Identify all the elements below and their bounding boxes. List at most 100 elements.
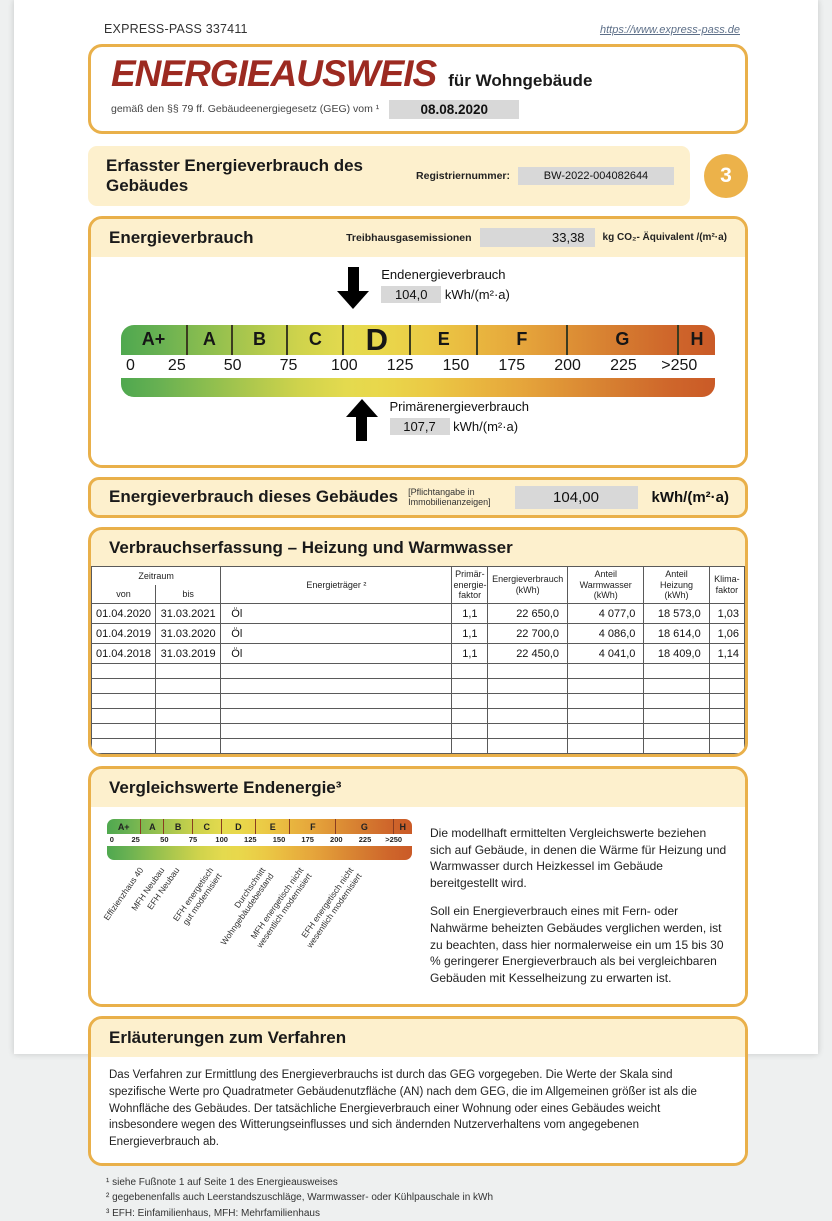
scale-class-C: C [288, 324, 345, 355]
end-energy-unit: kWh/(m²·a) [444, 286, 510, 302]
table-cell: 18 573,0 [643, 603, 710, 625]
col-header-primaerenergiefaktor: Primär- energie- faktor [451, 565, 489, 605]
scale-tick-25: 25 [131, 835, 140, 845]
scale-tick-100: 100 [215, 835, 228, 845]
scale-class-F: F [478, 324, 568, 355]
table-cell-empty [154, 708, 222, 725]
scale-class-B: B [233, 324, 289, 355]
col-header-anteil-warmwasser: Anteil Warmwasser (kWh) [567, 565, 645, 605]
table-row-empty [91, 678, 745, 695]
scale-tick-0: 0 [109, 835, 114, 845]
energy-consumption-panel: Energieverbrauch Treibhausgasemissionen … [88, 215, 748, 468]
comparison-class-band: A+ A B C D E F G H [107, 819, 412, 835]
scale-tick-200: 200 [554, 356, 581, 374]
building-consumption-title: Energieverbrauch dieses Gebäudes [109, 487, 399, 507]
scale-tick-0: 0 [126, 356, 135, 374]
scale-class-E: E [256, 819, 291, 835]
table-cell: 4 086,0 [567, 623, 645, 645]
section-header-bar: Erfasster Energieverbrauch des Gebäudes … [88, 145, 690, 206]
scale-class-B: B [164, 819, 193, 835]
table-cell-empty [154, 663, 222, 680]
table-cell: 01.04.2020 [91, 603, 156, 625]
panel-title: Energieverbrauch [109, 227, 254, 247]
table-cell: 01.04.2019 [91, 623, 156, 645]
table-cell-empty [567, 723, 645, 740]
table-cell-empty [643, 693, 710, 710]
comparison-paragraph-2: Soll ein Energieverbrauch eines mit Fern… [430, 904, 724, 985]
page-subtitle: für Wohngebäude [448, 71, 593, 90]
table-cell: Öl [220, 603, 453, 625]
col-header-bis: bis [154, 585, 222, 605]
col-header-klimafaktor: Klima- faktor [708, 565, 745, 605]
table-cell-empty [487, 663, 569, 680]
website-link[interactable]: https://www.express-pass.de [599, 24, 740, 36]
footnotes: ¹ siehe Fußnote 1 auf Seite 1 des Energi… [106, 1175, 748, 1221]
primary-energy-value: 107,7 [389, 417, 450, 435]
comparison-scale-ticks: 0 25 50 75 100 125 150 175 200 225 >250 [107, 834, 412, 847]
table-cell-empty [451, 678, 489, 695]
scale-tick-175: 175 [301, 835, 314, 845]
scale-class-D: D [222, 819, 257, 835]
comparison-gradient-bar [107, 846, 412, 861]
table-cell: 1,03 [708, 603, 745, 625]
primary-energy-indicator: Primärenergieverbrauch 107,7 kWh/(m²·a) [345, 398, 529, 441]
table-cell: 22 450,0 [487, 643, 569, 665]
law-date-field: 08.08.2020 [389, 99, 520, 119]
explanation-body: Das Verfahren zur Ermittlung des Energie… [91, 1057, 745, 1163]
scale-class-G: G [336, 819, 394, 835]
scale-class-A: A [141, 819, 165, 835]
scale-tick-125: 125 [386, 356, 414, 374]
table-cell: 31.03.2021 [154, 603, 222, 625]
table-row: 01.04.2020 31.03.2021 Öl 1,1 22 650,0 4 077,0… [91, 603, 745, 625]
consumption-table-header: Verbrauchserfassung – Heizung und Warmwa… [91, 529, 745, 566]
building-consumption-value: 104,00 [514, 485, 638, 509]
table-cell-empty [487, 708, 569, 725]
scale-tick-200: 200 [330, 835, 343, 845]
table-cell-empty [643, 723, 710, 740]
table-cell-empty [567, 708, 645, 725]
comparison-panel-header: Vergleichswerte Endenergie³ [91, 769, 745, 808]
scale-class-H: H [690, 329, 704, 350]
building-consumption-bar: Energieverbrauch dieses Gebäudes [Pflich… [88, 476, 748, 518]
page-title: ENERGIEAUSWEIS [111, 53, 437, 94]
end-energy-label: Endenergieverbrauch [381, 266, 506, 282]
table-cell: 31.03.2020 [154, 623, 222, 645]
section-title: Erfasster Energieverbrauch des Gebäudes [106, 155, 364, 195]
scale-class-G: G [568, 324, 680, 355]
ghg-emissions-value: 33,38 [479, 228, 595, 248]
table-cell: 1,1 [451, 623, 489, 645]
table-cell-empty [91, 678, 156, 695]
scale-class-H: H [399, 821, 407, 832]
scale-tick-150: 150 [272, 835, 286, 845]
table-cell: 1,1 [451, 643, 489, 665]
table-cell-empty [154, 738, 222, 755]
energy-scale: Endenergieverbrauch 104,0 kWh/(m²·a) A+ A… [121, 263, 715, 457]
scale-tick-150: 150 [442, 356, 470, 374]
table-cell: 18 614,0 [643, 623, 710, 645]
table-row-empty [91, 708, 745, 725]
table-row: 01.04.2018 31.03.2019 Öl 1,1 22 450,0 4 041,0… [91, 643, 745, 665]
consumption-table-title: Verbrauchserfassung – Heizung und Warmwa… [109, 537, 513, 557]
comparison-reference-labels: Effizienzhaus 40 MFH Neubau EFH Neubau EFH … [101, 860, 412, 978]
table-cell-empty [643, 738, 710, 755]
building-consumption-unit: kWh/(m²·a) [651, 488, 730, 506]
scale-class-A+: A+ [107, 819, 142, 835]
table-cell-empty [91, 663, 156, 680]
page-number-badge: 3 [704, 153, 748, 198]
table-cell-empty [220, 708, 453, 725]
table-row-empty [91, 723, 745, 740]
scale-class-A: A [188, 324, 233, 355]
table-cell-empty [708, 738, 745, 755]
explanation-panel-header: Erläuterungen zum Verfahren [91, 1019, 745, 1058]
scale-tick-125: 125 [244, 835, 257, 845]
ghg-emissions-label: Treibhausgasemissionen [346, 231, 472, 244]
table-cell-empty [91, 708, 156, 725]
ghg-emissions-unit: kg CO₂- Äquivalent /(m²·a) [602, 232, 727, 244]
table-cell-empty [91, 693, 156, 710]
table-cell-empty [220, 663, 453, 680]
table-row-empty [91, 663, 745, 680]
energy-scale-body: Endenergieverbrauch 104,0 kWh/(m²·a) A+ A… [91, 256, 745, 465]
table-cell-empty [451, 693, 489, 710]
table-cell-empty [487, 678, 569, 695]
up-arrow-icon [345, 398, 378, 441]
